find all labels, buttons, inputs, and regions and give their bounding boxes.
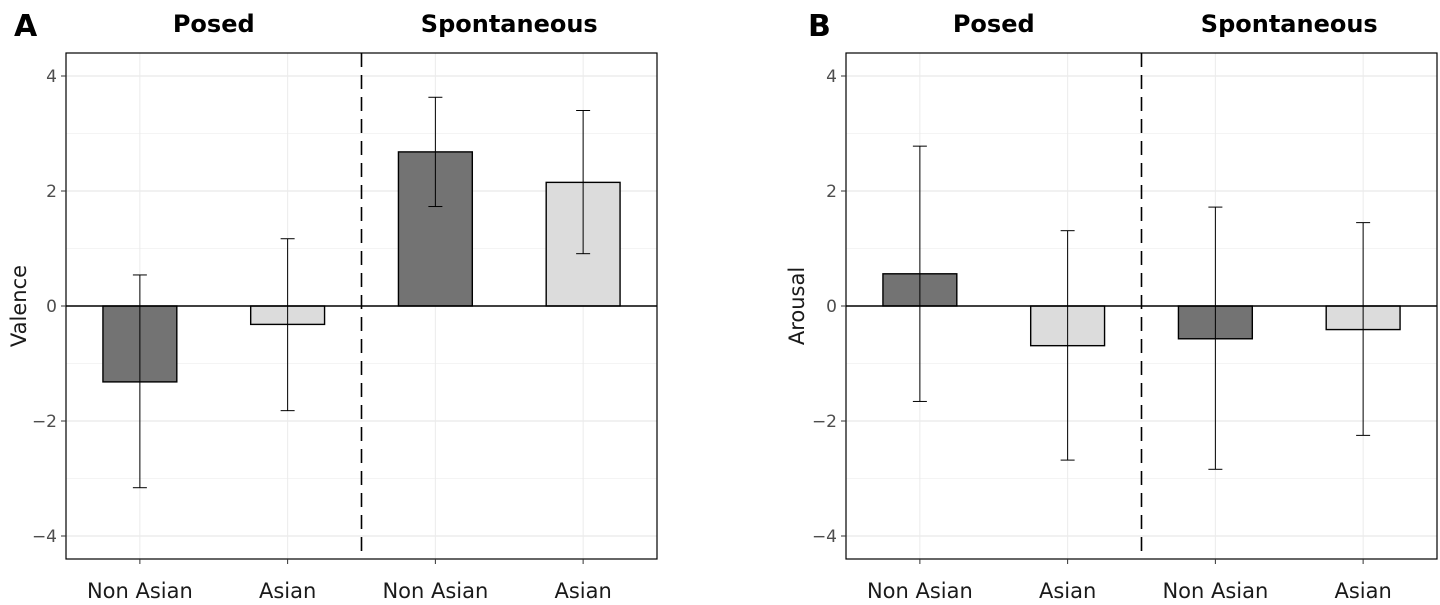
panel-label: A	[14, 9, 38, 44]
group-title: Spontaneous	[1201, 10, 1378, 38]
error-bar-1	[132, 274, 147, 489]
y-tick-label: 2	[826, 182, 837, 202]
error-bar-4	[1356, 222, 1371, 436]
y-tick-label: 0	[826, 297, 837, 317]
x-tick-label: Non Asian	[382, 579, 488, 603]
error-bar-3	[1208, 206, 1223, 470]
x-tick-label: Asian	[1039, 579, 1096, 603]
y-tick-label: 4	[46, 67, 57, 87]
x-tick-label: Non Asian	[1162, 579, 1268, 603]
x-tick-label: Asian	[259, 579, 316, 603]
y-tick-label: 2	[46, 182, 57, 202]
y-axis-title: Arousal	[785, 267, 809, 345]
error-bar-1	[912, 145, 927, 402]
x-tick-label: Asian	[1334, 579, 1391, 603]
error-bar-3	[428, 96, 443, 208]
panel-a: 4 2 0 −2 −4 Non Asian Asian Non Asian Asian Posed…	[7, 9, 658, 603]
y-tick-label: 0	[46, 297, 57, 317]
y-axis-title: Valence	[7, 265, 31, 347]
group-title: Spontaneous	[421, 10, 598, 38]
panel-label: B	[808, 9, 831, 44]
group-title: Posed	[953, 10, 1035, 38]
y-tick-label: −2	[32, 412, 57, 432]
error-bar-2	[280, 238, 295, 412]
x-tick-label: Asian	[554, 579, 611, 603]
group-title: Posed	[173, 10, 255, 38]
y-tick-label: −4	[32, 527, 57, 547]
x-tick-label: Non Asian	[87, 579, 193, 603]
error-bar-2	[1060, 230, 1075, 461]
error-bar-4	[576, 110, 591, 255]
y-tick-label: −4	[812, 527, 837, 547]
panel-b: 4 2 0 −2 −4 Non Asian Asian Non Asian Asian Posed…	[785, 9, 1438, 603]
x-tick-label: Non Asian	[867, 579, 973, 603]
y-tick-label: −2	[812, 412, 837, 432]
y-tick-label: 4	[826, 67, 837, 87]
